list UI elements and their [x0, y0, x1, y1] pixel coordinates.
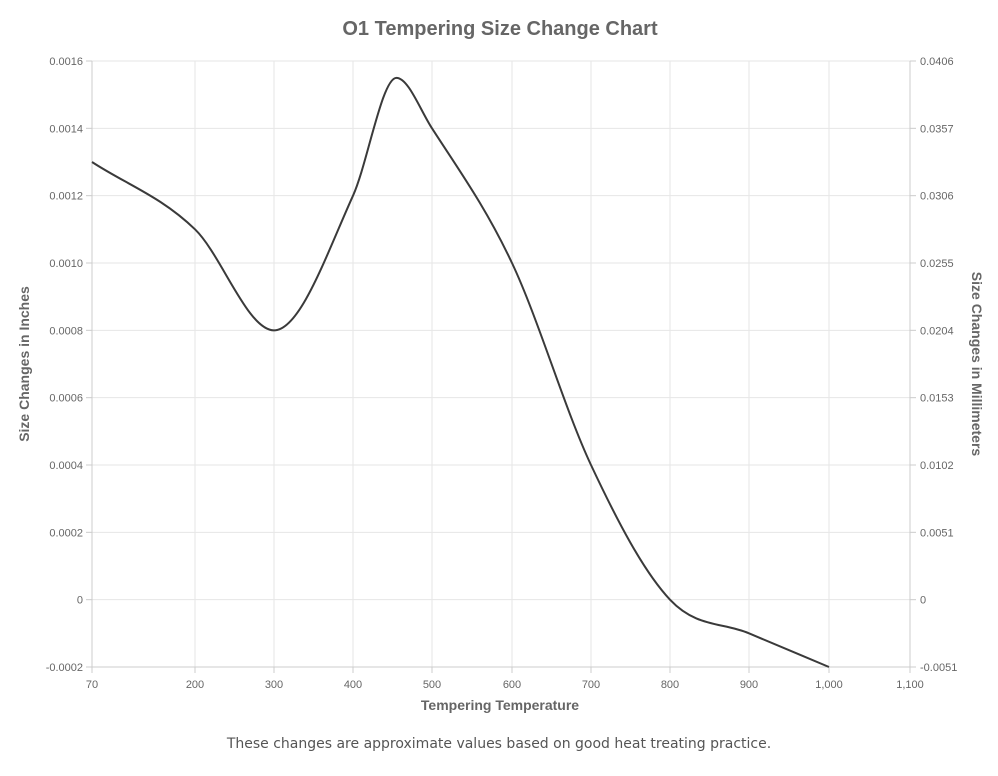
y-tick-label: 0.0010 [49, 258, 83, 270]
x-tick-label: 700 [582, 679, 600, 691]
y2-tick-label: 0 [920, 595, 926, 607]
y2-tick-label: 0.0306 [920, 191, 954, 203]
y-tick-labels: -0.0002 0 0.0002 0.0004 0.0006 0.0008 0.0010 0.… [46, 56, 83, 674]
x-tick-label: 500 [423, 679, 441, 691]
x-tick-label: 70 [86, 679, 98, 691]
x-tick-label: 1,000 [815, 679, 843, 691]
y2-tick-labels: -0.0051 0 0.0051 0.0102 0.0153 0.0204 0.0255 0.… [920, 56, 957, 674]
y-tick-label: 0.0008 [49, 325, 83, 337]
y-axis-title: Size Changes in Inches [16, 286, 32, 442]
x-axis-title: Tempering Temperature [421, 697, 579, 713]
x-tick-label: 800 [661, 679, 679, 691]
y-tick-label: 0.0012 [49, 191, 83, 203]
y2-axis-title: Size Changes in Millimeters [969, 272, 985, 457]
x-tick-label: 200 [186, 679, 204, 691]
chart-title: O1 Tempering Size Change Chart [342, 18, 658, 40]
y2-tick-label: 0.0255 [920, 258, 954, 270]
y-tick-label: 0 [77, 595, 83, 607]
y2-tick-label: -0.0051 [920, 662, 957, 674]
axes [86, 60, 916, 673]
y-tick-label: 0.0006 [49, 393, 83, 405]
y2-tick-label: 0.0102 [920, 460, 954, 472]
y-tick-label: 0.0004 [49, 460, 83, 472]
y-tick-label: 0.0014 [49, 123, 83, 135]
x-tick-label: 1,100 [896, 679, 924, 691]
series-line [91, 76, 830, 668]
x-tick-label: 900 [740, 679, 758, 691]
y-tick-label: 0.0016 [49, 56, 83, 68]
y2-tick-label: 0.0204 [920, 325, 954, 337]
x-tick-label: 400 [344, 679, 362, 691]
x-tick-label: 300 [265, 679, 283, 691]
footnote: These changes are approximate values bas… [226, 736, 772, 752]
x-tick-labels: 70 200 300 400 500 600 700 800 900 1,000 1,100 [86, 679, 924, 691]
y-tick-label: -0.0002 [46, 662, 83, 674]
y2-tick-label: 0.0051 [920, 527, 954, 539]
y2-tick-label: 0.0153 [920, 393, 954, 405]
y2-tick-label: 0.0406 [920, 56, 954, 68]
gridlines [91, 60, 911, 668]
y-tick-label: 0.0002 [49, 527, 83, 539]
y2-tick-label: 0.0357 [920, 123, 954, 135]
x-tick-label: 600 [503, 679, 521, 691]
